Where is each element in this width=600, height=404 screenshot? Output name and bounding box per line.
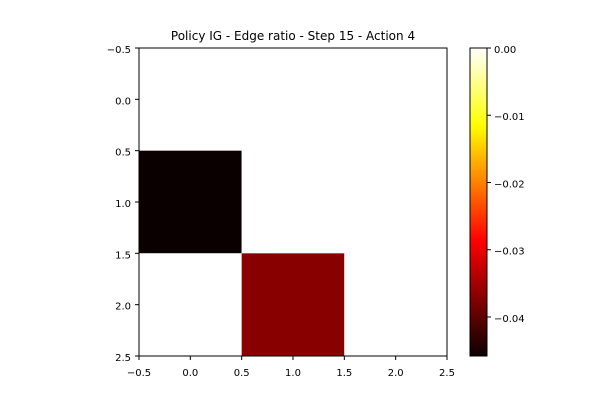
heatmap-cell <box>344 253 447 356</box>
x-tick-label: −0.5 <box>127 368 151 379</box>
x-axis: −0.5 0.0 0.5 1.0 1.5 2.0 2.5 <box>127 356 455 379</box>
colorbar-tick-label: −0.04 <box>494 314 525 325</box>
x-tick-label: 2.0 <box>388 368 404 379</box>
heatmap-cell <box>139 150 242 254</box>
heatmap-cell <box>139 253 242 356</box>
chart-title: Policy IG - Edge ratio - Step 15 - Actio… <box>171 29 415 43</box>
colorbar-tick-label: −0.02 <box>494 179 525 190</box>
y-tick-label: 1.5 <box>115 250 131 261</box>
y-tick-label: 2.5 <box>115 353 131 364</box>
y-tick-label: −0.5 <box>107 45 131 56</box>
colorbar-tick-label: 0.00 <box>494 45 516 56</box>
x-tick-label: 0.5 <box>234 368 250 379</box>
colorbar-axis: 0.00 −0.01 −0.02 −0.03 −0.04 <box>487 45 525 325</box>
y-tick-label: 0.0 <box>115 96 131 107</box>
colorbar-tick-label: −0.03 <box>494 247 525 258</box>
heatmap-cell <box>241 150 345 254</box>
x-tick-label: 2.5 <box>439 368 455 379</box>
heatmap-cell <box>241 48 345 151</box>
heatmap-cell <box>344 48 447 151</box>
heatmap-cell <box>241 253 345 356</box>
heatmap-cells <box>139 48 447 356</box>
colorbar <box>469 47 488 357</box>
x-tick-label: 1.0 <box>285 368 301 379</box>
heatmap-cell <box>139 48 242 151</box>
x-tick-label: 1.5 <box>336 368 352 379</box>
x-tick-label: 0.0 <box>182 368 198 379</box>
y-tick-label: 2.0 <box>115 302 131 313</box>
y-tick-label: 0.5 <box>115 148 131 159</box>
y-axis: −0.5 0.0 0.5 1.0 1.5 2.0 2.5 <box>107 45 139 364</box>
y-tick-label: 1.0 <box>115 199 131 210</box>
colorbar-tick-label: −0.01 <box>494 112 525 123</box>
heatmap-cell <box>344 150 447 254</box>
